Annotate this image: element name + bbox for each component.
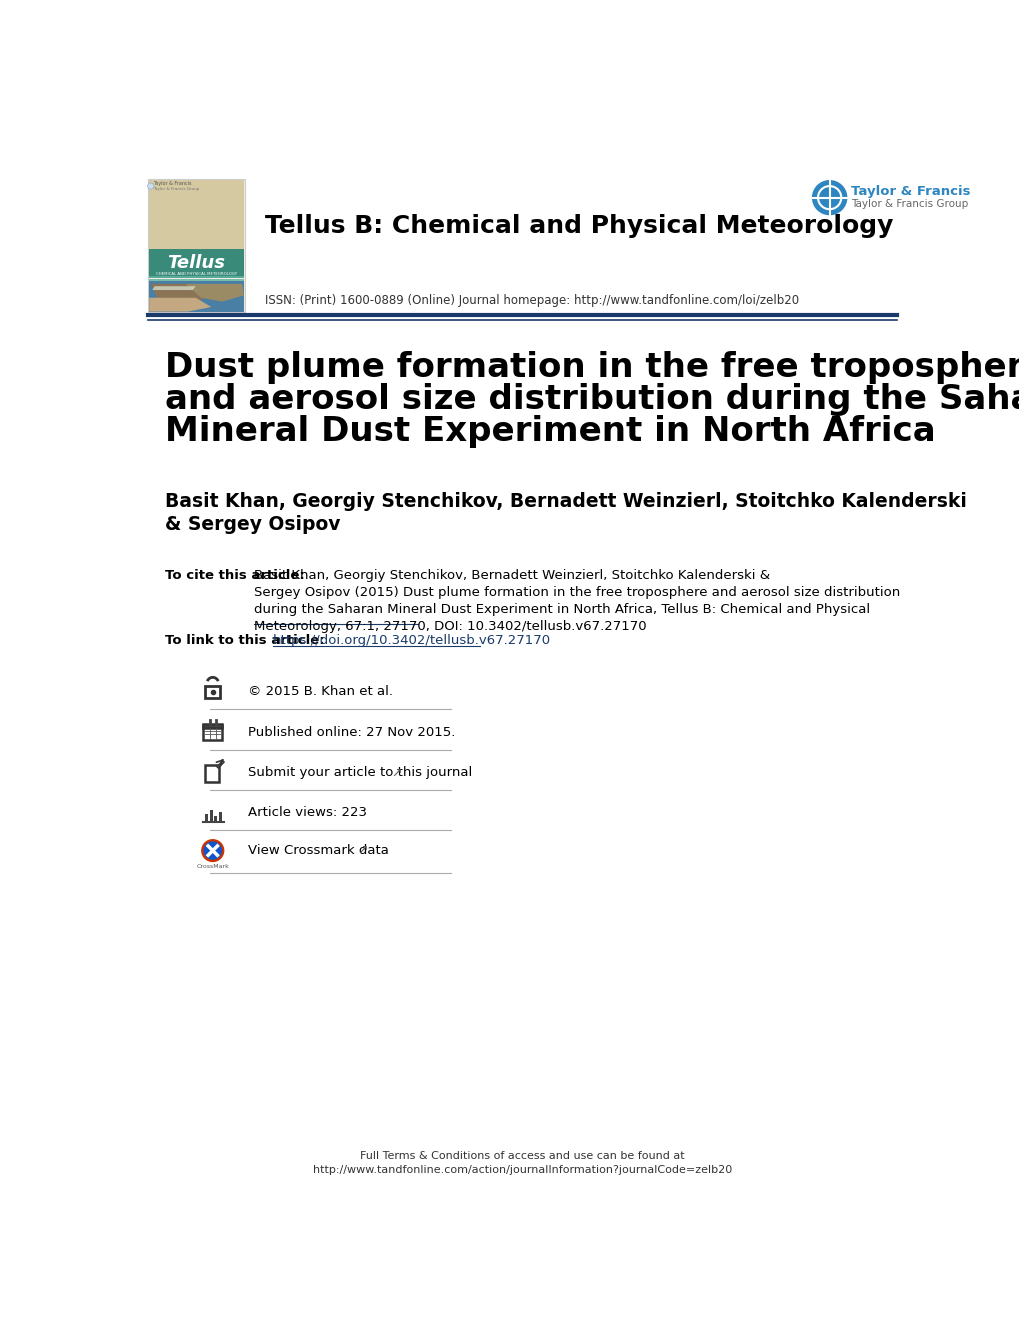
Circle shape xyxy=(203,841,222,860)
Bar xyxy=(214,815,217,822)
Bar xyxy=(149,280,244,281)
Text: ↗: ↗ xyxy=(390,766,401,779)
Text: Tellus: Tellus xyxy=(167,254,225,272)
Text: To link to this article:: To link to this article: xyxy=(164,635,324,647)
Polygon shape xyxy=(149,297,211,312)
Polygon shape xyxy=(152,287,196,291)
Text: and aerosol size distribution during the Saharan: and aerosol size distribution during the… xyxy=(164,383,1019,416)
Text: Basit Khan, Georgiy Stenchikov, Bernadett Weinzierl, Stoitchko Kalenderski: Basit Khan, Georgiy Stenchikov, Bernadet… xyxy=(164,493,966,511)
Text: ISSN: (Print) 1600-0889 (Online) Journal homepage: http://www.tandfonline.com/lo: ISSN: (Print) 1600-0889 (Online) Journal… xyxy=(265,295,799,308)
Bar xyxy=(205,765,219,782)
Polygon shape xyxy=(185,284,244,301)
Bar xyxy=(149,249,244,276)
Text: Article views: 223: Article views: 223 xyxy=(248,806,366,819)
Text: CrossMark: CrossMark xyxy=(196,864,229,869)
Bar xyxy=(205,814,208,822)
Bar xyxy=(149,276,244,279)
Bar xyxy=(203,723,222,728)
Bar xyxy=(210,810,213,822)
Bar xyxy=(149,179,245,312)
Text: Mineral Dust Experiment in North Africa: Mineral Dust Experiment in North Africa xyxy=(164,415,934,449)
Text: Submit your article to this journal: Submit your article to this journal xyxy=(248,766,472,779)
Text: Full Terms & Conditions of access and use can be found at: Full Terms & Conditions of access and us… xyxy=(360,1152,685,1161)
Bar xyxy=(149,179,244,249)
Polygon shape xyxy=(216,761,224,769)
Text: Published online: 27 Nov 2015.: Published online: 27 Nov 2015. xyxy=(248,726,454,739)
Circle shape xyxy=(148,183,154,189)
Text: Taylor & Francis: Taylor & Francis xyxy=(850,185,969,198)
Text: © 2015 B. Khan et al.: © 2015 B. Khan et al. xyxy=(248,686,392,699)
Text: Taylor & Francis Group: Taylor & Francis Group xyxy=(850,198,967,209)
Bar xyxy=(219,811,222,822)
Text: Basit Khan, Georgiy Stenchikov, Bernadett Weinzierl, Stoitchko Kalenderski &
Ser: Basit Khan, Georgiy Stenchikov, Bernadet… xyxy=(254,569,899,633)
Text: Tellus B: Chemical and Physical Meteorology: Tellus B: Chemical and Physical Meteorol… xyxy=(265,214,893,238)
Bar xyxy=(205,686,220,698)
Text: Taylor & Francis: Taylor & Francis xyxy=(153,181,192,186)
Text: & Sergey Osipov: & Sergey Osipov xyxy=(164,516,340,534)
Text: View Crossmark data: View Crossmark data xyxy=(248,844,388,857)
Text: https://doi.org/10.3402/tellusb.v67.27170: https://doi.org/10.3402/tellusb.v67.2717… xyxy=(273,635,551,647)
Text: http://www.tandfonline.com/action/journalInformation?journalCode=zelb20: http://www.tandfonline.com/action/journa… xyxy=(313,1165,732,1176)
Text: ↗: ↗ xyxy=(358,844,368,857)
Text: CHEMICAL AND PHYSICAL METEOROLOGY: CHEMICAL AND PHYSICAL METEOROLOGY xyxy=(156,272,236,276)
Bar xyxy=(149,281,244,312)
Text: To cite this article:: To cite this article: xyxy=(164,569,304,581)
Circle shape xyxy=(812,181,846,214)
Polygon shape xyxy=(151,284,209,309)
Text: Taylor & Francis Group: Taylor & Francis Group xyxy=(153,187,200,191)
Circle shape xyxy=(201,840,224,862)
Bar xyxy=(203,726,222,740)
Text: Dust plume formation in the free troposphere: Dust plume formation in the free troposp… xyxy=(164,351,1019,383)
